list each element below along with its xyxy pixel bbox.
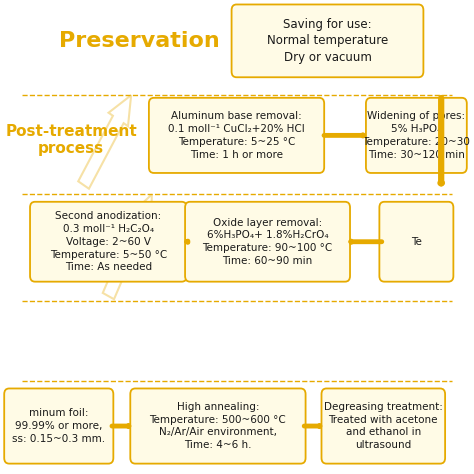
Text: Widening of pores:
5% H₃PO₄
Temperature: 20~30
Time: 30~120 min: Widening of pores: 5% H₃PO₄ Temperature:…	[363, 111, 470, 160]
Text: Degreasing treatment:
Treated with acetone
and ethanol in
ultrasound: Degreasing treatment: Treated with aceto…	[324, 402, 443, 450]
FancyBboxPatch shape	[149, 98, 324, 173]
Text: Preservation: Preservation	[59, 31, 220, 51]
FancyBboxPatch shape	[366, 98, 467, 173]
Text: Aluminum base removal:
0.1 moll⁻¹ CuCl₂+20% HCl
Temperature: 5~25 °C
Time: 1 h o: Aluminum base removal: 0.1 moll⁻¹ CuCl₂+…	[168, 111, 305, 160]
Text: Oxide layer removal:
6%H₃PO₄+ 1.8%H₂CrO₄
Temperature: 90~100 °C
Time: 60~90 min: Oxide layer removal: 6%H₃PO₄+ 1.8%H₂CrO₄…	[202, 218, 333, 266]
FancyBboxPatch shape	[232, 4, 423, 77]
Text: minum foil:
99.99% or more,
ss: 0.15~0.3 mm.: minum foil: 99.99% or more, ss: 0.15~0.3…	[12, 408, 105, 444]
FancyBboxPatch shape	[321, 389, 445, 464]
Text: Saving for use:
Normal temperature
Dry or vacuum: Saving for use: Normal temperature Dry o…	[267, 18, 388, 64]
FancyBboxPatch shape	[130, 389, 306, 464]
FancyBboxPatch shape	[30, 202, 187, 282]
FancyBboxPatch shape	[185, 202, 350, 282]
Text: Te: Te	[411, 237, 422, 247]
Text: Second anodization:
0.3 moll⁻¹ H₂C₂O₄
Voltage: 2~60 V
Temperature: 5~50 °C
Time:: Second anodization: 0.3 moll⁻¹ H₂C₂O₄ Vo…	[50, 211, 167, 273]
FancyBboxPatch shape	[379, 202, 453, 282]
FancyBboxPatch shape	[4, 389, 113, 464]
Text: High annealing:
Temperature: 500~600 °C
N₂/Ar/Air environment,
Time: 4~6 h.: High annealing: Temperature: 500~600 °C …	[150, 402, 286, 450]
Text: Post-treatment
process: Post-treatment process	[5, 124, 137, 156]
